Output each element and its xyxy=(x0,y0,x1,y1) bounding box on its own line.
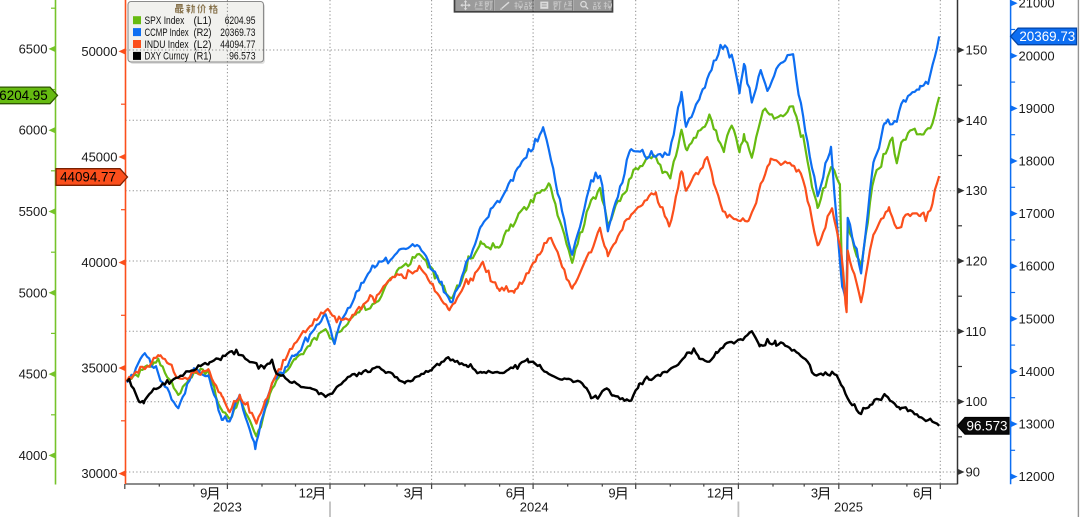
svg-text:2025: 2025 xyxy=(834,500,863,515)
svg-text:20000: 20000 xyxy=(1019,48,1055,63)
svg-text:4000: 4000 xyxy=(19,448,48,463)
svg-text:12: 12 xyxy=(707,486,721,501)
svg-text:DXY Curncy: DXY Curncy xyxy=(145,51,190,63)
svg-text:5500: 5500 xyxy=(19,204,48,219)
svg-text:4500: 4500 xyxy=(19,367,48,382)
svg-text:35000: 35000 xyxy=(81,361,117,376)
svg-text:6204.95: 6204.95 xyxy=(225,15,256,27)
svg-text:13000: 13000 xyxy=(1019,417,1055,432)
svg-text:6: 6 xyxy=(913,486,920,501)
svg-text:6204.95: 6204.95 xyxy=(0,88,48,103)
svg-text:INDU Index: INDU Index xyxy=(145,39,190,51)
svg-text:CCMP Index: CCMP Index xyxy=(145,27,190,39)
svg-text:16000: 16000 xyxy=(1019,259,1055,274)
svg-text:6500: 6500 xyxy=(19,41,48,56)
svg-text:6: 6 xyxy=(506,486,513,501)
svg-text:19000: 19000 xyxy=(1019,101,1055,116)
svg-text:14000: 14000 xyxy=(1019,364,1055,379)
svg-text:120: 120 xyxy=(966,254,988,269)
svg-text:100: 100 xyxy=(966,394,988,409)
svg-text:30000: 30000 xyxy=(81,466,117,481)
svg-text:SPX Index: SPX Index xyxy=(145,15,185,27)
svg-text:(R1): (R1) xyxy=(194,51,212,63)
svg-text:9: 9 xyxy=(608,486,615,501)
svg-text:20369.73: 20369.73 xyxy=(1019,29,1075,44)
svg-text:2023: 2023 xyxy=(213,500,242,515)
svg-text:(L2): (L2) xyxy=(194,39,212,51)
svg-text:(L1): (L1) xyxy=(194,15,212,27)
svg-text:150: 150 xyxy=(966,43,988,58)
svg-text:50000: 50000 xyxy=(81,44,117,59)
svg-text:3: 3 xyxy=(404,486,411,501)
svg-text:90: 90 xyxy=(966,465,980,480)
svg-text:12000: 12000 xyxy=(1019,469,1055,484)
svg-text:44094.77: 44094.77 xyxy=(60,170,116,185)
svg-text:40000: 40000 xyxy=(81,255,117,270)
svg-text:21000: 21000 xyxy=(1019,0,1055,11)
svg-text:96.573: 96.573 xyxy=(229,51,255,63)
svg-text:18000: 18000 xyxy=(1019,154,1055,169)
svg-text:12: 12 xyxy=(299,486,313,501)
svg-text:20369.73: 20369.73 xyxy=(220,27,255,39)
svg-text:2024: 2024 xyxy=(520,500,549,515)
svg-text:44094.77: 44094.77 xyxy=(220,39,255,51)
svg-text:(R2): (R2) xyxy=(194,27,212,39)
svg-text:15000: 15000 xyxy=(1019,311,1055,326)
svg-text:3: 3 xyxy=(811,486,818,501)
svg-text:96.573: 96.573 xyxy=(967,418,1008,433)
svg-text:45000: 45000 xyxy=(81,149,117,164)
svg-text:9: 9 xyxy=(200,486,207,501)
svg-text:17000: 17000 xyxy=(1019,206,1055,221)
svg-text:140: 140 xyxy=(966,113,988,128)
svg-text:5000: 5000 xyxy=(19,285,48,300)
svg-text:6000: 6000 xyxy=(19,123,48,138)
svg-text:130: 130 xyxy=(966,183,988,198)
svg-text:110: 110 xyxy=(966,324,987,339)
